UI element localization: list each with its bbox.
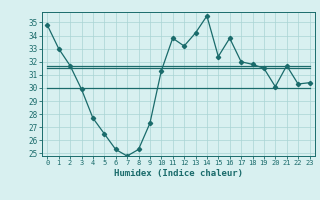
X-axis label: Humidex (Indice chaleur): Humidex (Indice chaleur)	[114, 169, 243, 178]
